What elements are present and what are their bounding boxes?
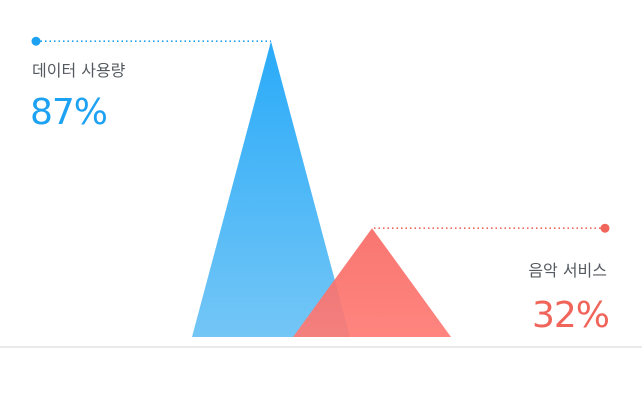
series-value-music-service: 32% (532, 295, 609, 336)
series-name-data-usage: 데이터 사용량 (32, 61, 126, 80)
peak-data-usage (192, 41, 350, 337)
series-value-data-usage: 87% (30, 92, 107, 133)
series-name-music-service: 음악 서비스 (528, 261, 607, 280)
peak-music-service (293, 228, 451, 337)
leader-dot-music-service (600, 223, 610, 233)
leader-dot-data-usage (31, 36, 41, 46)
